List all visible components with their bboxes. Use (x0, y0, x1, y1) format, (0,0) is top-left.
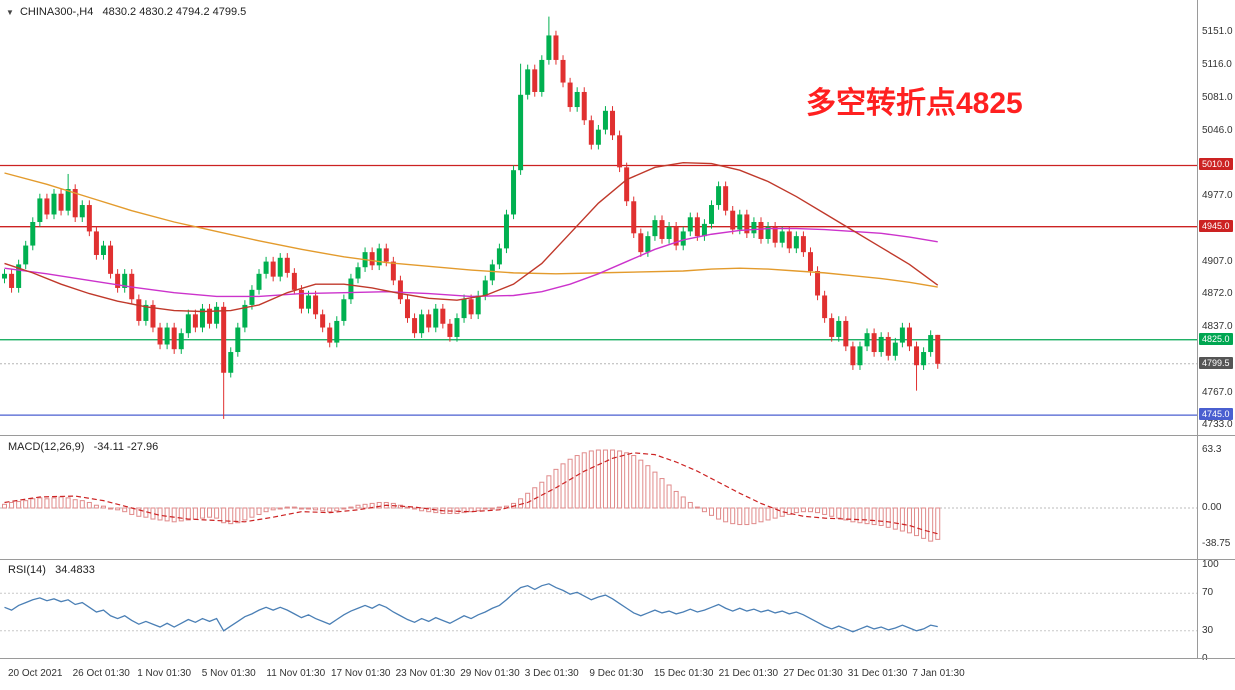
time-axis-label: 31 Dec 01:30 (847, 668, 908, 679)
price-axis-badge: 4745.0 (1199, 408, 1233, 421)
time-axis-label: 1 Nov 01:30 (137, 668, 192, 679)
time-axis-label: 29 Nov 01:30 (460, 668, 520, 679)
price-axis-badge: 4945.0 (1199, 219, 1233, 232)
macd-axis-tick: 63.3 (1202, 443, 1222, 455)
text-annotation[interactable]: 多空转折点4825 (806, 87, 1023, 120)
rsi-panel-canvas[interactable] (0, 560, 1197, 658)
time-axis-label: 5 Nov 01:30 (201, 668, 256, 679)
time-axis-label: 11 Nov 01:30 (266, 668, 326, 679)
price-axis: 5151.0 5116.0 5081.0 5046.0 4977.0 4907.0 4872… (1198, 0, 1235, 664)
macd-label: MACD(12,26,9) -34.11 -27.96 (8, 441, 159, 453)
price-axis-tick: 5081.0 (1202, 91, 1233, 103)
time-axis-label: 15 Dec 01:30 (654, 668, 714, 679)
collapse-triangle-icon[interactable]: ▼ (6, 8, 14, 17)
price-chart-canvas[interactable] (0, 0, 1197, 435)
macd-axis-tick: 0.00 (1202, 502, 1222, 513)
price-axis-tick: 4977.0 (1202, 189, 1233, 201)
price-axis-tick: 4872.0 (1202, 288, 1233, 300)
time-axis-label: 17 Nov 01:30 (331, 668, 391, 679)
symbol-timeframe-label: CHINA300-,H4 (19, 6, 94, 18)
time-axis-label: 26 Oct 01:30 (72, 668, 130, 679)
price-axis-tick: 5116.0 (1202, 58, 1232, 70)
rsi-axis-tick: 30 (1202, 624, 1214, 636)
price-axis-tick: 4907.0 (1202, 255, 1233, 267)
macd-axis-tick: -38.75 (1202, 537, 1231, 549)
axis-separator (0, 658, 1235, 659)
rsi-values: 34.4833 (55, 564, 95, 576)
time-axis-label: 7 Jan 01:30 (912, 668, 965, 679)
time-axis-label: 23 Nov 01:30 (395, 668, 456, 679)
chart-title: ▼ CHINA300-,H4 4830.2 4830.2 4794.2 4799… (6, 6, 246, 18)
price-axis-badge: 4799.5 (1199, 356, 1233, 369)
price-axis-tick: 5046.0 (1202, 124, 1233, 136)
rsi-axis-tick: 70 (1202, 587, 1214, 599)
time-axis-label: 20 Oct 2021 (8, 668, 63, 679)
time-axis-label: 9 Dec 01:30 (589, 668, 644, 679)
rsi-label: RSI(14) 34.4833 (8, 564, 95, 576)
price-axis-badge: 4825.0 (1199, 332, 1233, 345)
time-axis-label: 27 Dec 01:30 (783, 668, 843, 679)
rsi-axis-tick: 100 (1202, 559, 1219, 570)
macd-values: -34.11 -27.96 (93, 441, 159, 453)
panel-separator[interactable] (0, 435, 1235, 436)
price-axis-badge: 5010.0 (1199, 158, 1233, 171)
ohlc-values: 4830.2 4830.2 4794.2 4799.5 (102, 6, 247, 18)
price-axis-tick: 4767.0 (1202, 387, 1233, 399)
price-axis-tick: 4733.0 (1202, 419, 1233, 431)
price-axis-tick: 5151.0 (1202, 25, 1233, 37)
price-axis-tick: 4837.0 (1202, 321, 1233, 333)
time-axis: 20 Oct 2021 26 Oct 01:30 1 Nov 01:30 5 Nov … (0, 660, 1235, 690)
panel-separator[interactable] (0, 559, 1235, 560)
time-axis-label: 21 Dec 01:30 (718, 668, 779, 679)
price-axis-separator (1197, 0, 1198, 658)
macd-panel-canvas[interactable] (0, 436, 1197, 559)
time-axis-label: 3 Dec 01:30 (524, 668, 579, 679)
